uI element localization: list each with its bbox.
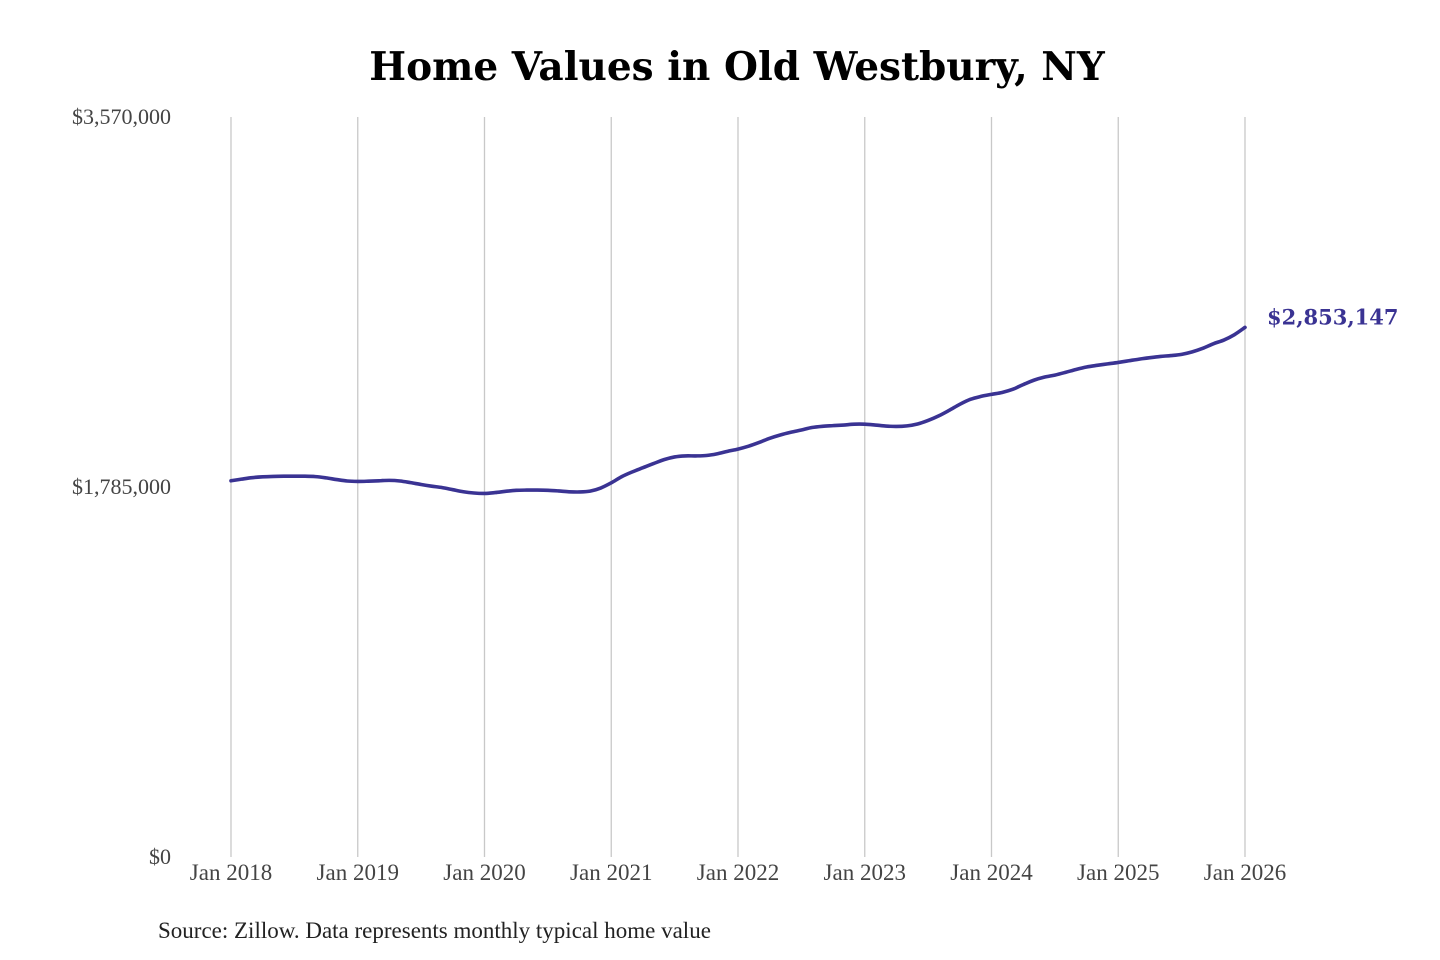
grid-lines <box>230 117 1246 857</box>
x-tick-label: Jan 2018 <box>190 860 272 885</box>
series-layer <box>229 325 1247 496</box>
source-note: Source: Zillow. Data represents monthly … <box>158 918 711 943</box>
x-tick-label: Jan 2026 <box>1204 860 1286 885</box>
y-tick-label: $3,570,000 <box>72 104 171 129</box>
y-tick-label: $1,785,000 <box>72 474 171 499</box>
end-value-label: $2,853,147 <box>1267 304 1399 329</box>
series-line-0 <box>229 325 1247 496</box>
x-tick-label: Jan 2020 <box>443 860 525 885</box>
x-tick-label: Jan 2022 <box>697 860 779 885</box>
x-tick-label: Jan 2025 <box>1077 860 1159 885</box>
x-tick-label: Jan 2023 <box>824 860 906 885</box>
y-tick-label: $0 <box>149 844 171 869</box>
y-axis-ticks: $0 $1,785,000 $3,570,000 <box>72 104 171 869</box>
end-value-layer: $2,853,147 <box>1267 304 1399 329</box>
x-tick-label: Jan 2019 <box>317 860 399 885</box>
x-axis-ticks: Jan 2018 Jan 2019 Jan 2020 Jan 2021 Jan 2022… <box>190 860 1286 885</box>
x-tick-label: Jan 2021 <box>570 860 652 885</box>
chart-title: Home Values in Old Westbury, NY <box>369 44 1106 90</box>
x-tick-label: Jan 2024 <box>950 860 1033 885</box>
